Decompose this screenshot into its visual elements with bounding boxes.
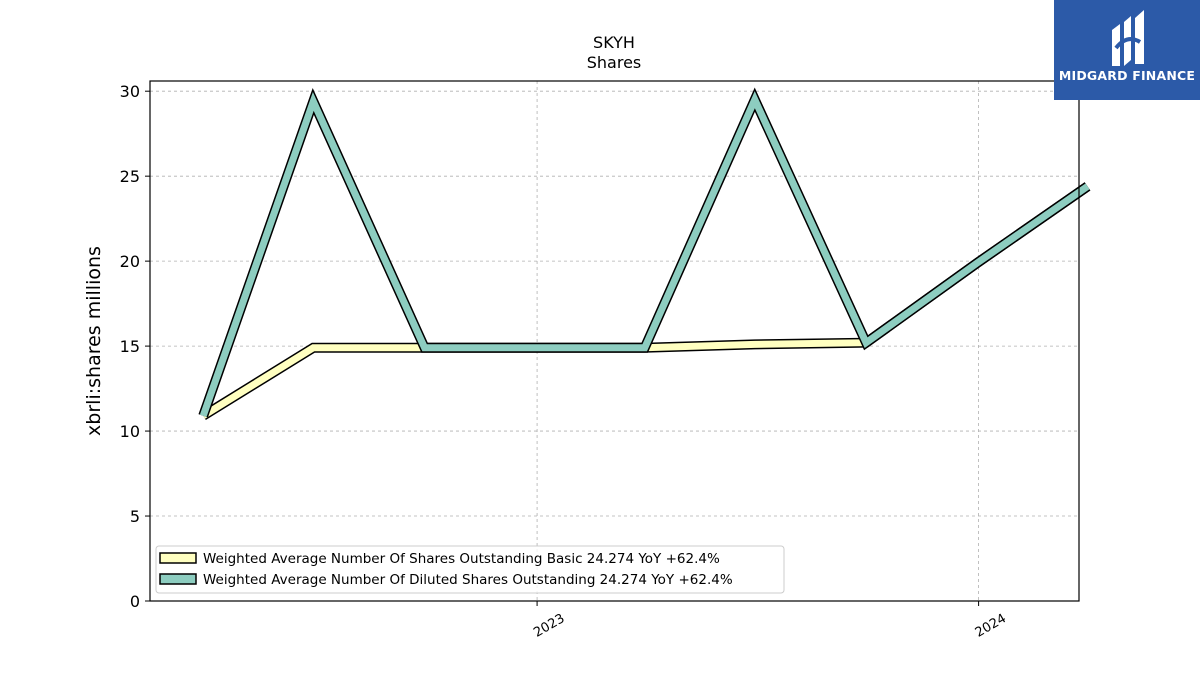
chart-title: SKYH — [593, 33, 635, 52]
legend-entry: Weighted Average Number Of Diluted Share… — [203, 572, 733, 588]
y-tick-label: 5 — [130, 507, 140, 526]
y-tick-label: 10 — [120, 422, 140, 441]
y-tick-label: 15 — [120, 337, 140, 356]
chart-subtitle: Shares — [587, 53, 642, 72]
brand-name: MIDGARD FINANCE — [1058, 68, 1196, 83]
legend-entry: Weighted Average Number Of Shares Outsta… — [203, 551, 720, 567]
brand-logo: MIDGARD FINANCE — [1054, 0, 1200, 100]
y-tick-label: 20 — [120, 252, 140, 271]
legend-box — [155, 545, 785, 594]
series-2-line — [199, 91, 1090, 417]
y-tick-label: 0 — [130, 592, 140, 611]
series-1-outline — [200, 182, 1091, 421]
plot-series — [198, 87, 1091, 421]
series-1-line — [201, 183, 1090, 419]
x-tick-label: 2023 — [531, 611, 567, 641]
y-tick-label: 30 — [120, 82, 140, 101]
plot-frame — [149, 80, 1080, 602]
legend-swatch — [159, 552, 197, 564]
y-axis-label: xbrli:shares millions — [83, 246, 105, 436]
x-tick-label: 2024 — [973, 611, 1009, 641]
y-tick-label: 25 — [120, 167, 140, 186]
legend-swatch — [159, 573, 197, 585]
logo-mark-icon — [1112, 10, 1144, 66]
legend: Weighted Average Number Of Shares Outsta… — [155, 545, 785, 594]
